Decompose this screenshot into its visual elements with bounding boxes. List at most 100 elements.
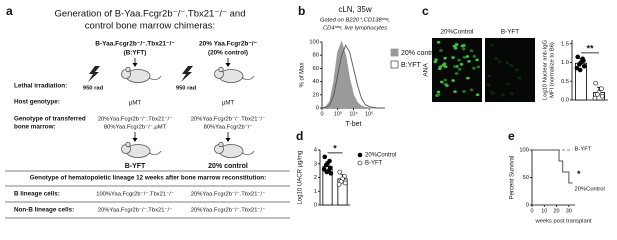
image-title: 20%Control	[441, 29, 474, 36]
table-header: Genotype of hematopoietic lineage 12 wee…	[30, 175, 267, 182]
column-subheader: (B:YFT)	[124, 50, 147, 57]
mouse-ear	[125, 141, 131, 148]
y-tick-label: 80	[313, 53, 319, 59]
cell	[445, 84, 449, 87]
series-label: B-YFT	[575, 147, 592, 153]
cell	[515, 68, 519, 72]
x-tick-label: 0	[530, 208, 533, 214]
data-point	[581, 63, 587, 69]
cell	[469, 49, 474, 53]
mouse-tail	[148, 75, 162, 80]
host-genotype: μMT	[129, 101, 141, 107]
histogram-curve	[321, 44, 385, 109]
cell	[459, 62, 464, 66]
data-point	[337, 169, 343, 175]
panel-label: d	[296, 129, 303, 143]
y-axis-label: MFI (normalize to B6)	[550, 42, 556, 98]
cell	[472, 66, 476, 70]
cell	[469, 88, 474, 92]
cell	[436, 93, 441, 97]
survival-curve	[532, 149, 573, 184]
chimera-name: B-YFT	[125, 163, 146, 170]
column-header: B-Yaa.Fcgr2b⁻/⁻.Tbx21⁻/⁻	[95, 41, 175, 48]
row-label: bone marrow:	[14, 124, 56, 131]
legend-label: 20% control	[401, 50, 438, 57]
lightning	[88, 66, 100, 82]
micrograph	[485, 38, 535, 102]
mouse-ear	[125, 66, 131, 73]
cell	[475, 58, 479, 62]
y-tick-label: 100	[519, 148, 529, 154]
data-point	[321, 166, 327, 172]
lightning	[181, 66, 193, 82]
cell	[439, 80, 444, 84]
y-axis-label: % of Max	[300, 62, 306, 87]
data-point	[599, 93, 605, 99]
cell	[487, 74, 492, 78]
non-b-lineage-genotype: 20%Yaa.Fcgr2b⁻/⁻.Tbx21⁻/⁻	[98, 208, 172, 214]
data-point	[336, 182, 342, 187]
data-point	[580, 56, 585, 62]
legend-marker	[357, 160, 363, 166]
table-row-label: Non-B lineage cells:	[14, 207, 74, 214]
column-header: 20% Yaa.Fcgr2b⁻/⁻	[199, 41, 258, 48]
cell	[465, 55, 470, 58]
cell	[457, 58, 461, 62]
image-row-label: ANA	[423, 63, 430, 77]
legend-marker	[357, 152, 363, 158]
b-lineage-genotype: 20%Yaa.Fcgr2b⁻/⁻.Tbx21⁻/⁻	[191, 192, 265, 198]
y-axis-label: Log10 Nuclear anti-IgG	[543, 40, 549, 100]
legend-label: B-YFT	[365, 161, 383, 167]
cell	[462, 90, 466, 93]
significance-label: *	[577, 169, 581, 179]
y-axis-label: Percent Survival	[510, 156, 516, 200]
panel-label: e	[508, 129, 515, 143]
non-b-lineage-genotype: 20%Yaa.Fcgr2b⁻/⁻.Tbx21⁻/⁻	[191, 208, 265, 214]
cell	[460, 44, 465, 48]
cell	[494, 57, 498, 61]
histogram-curve	[321, 40, 385, 109]
panel-label: b	[298, 4, 305, 18]
y-tick-label: 100	[309, 40, 319, 46]
cell	[505, 61, 510, 65]
table-row-label: B lineage cells:	[14, 191, 60, 198]
y-tick-label: 0	[526, 203, 529, 209]
data-point	[599, 86, 604, 92]
cell	[454, 72, 459, 75]
cell	[497, 60, 502, 64]
y-tick-label: 0	[316, 106, 319, 112]
x-tick-label: 20	[554, 208, 560, 214]
data-point	[592, 95, 598, 101]
cell	[451, 56, 455, 59]
x-tick-label: 10⁵	[365, 110, 373, 117]
b-lineage-genotype: 100%Yaa.Fcgr2b⁻/⁻.Tbx21⁻/⁻	[96, 192, 174, 198]
cell	[454, 43, 459, 47]
cell	[436, 40, 441, 44]
panel-label: c	[422, 4, 429, 18]
cell	[467, 59, 471, 63]
row-label: Host genotype:	[14, 99, 60, 106]
cell	[453, 90, 457, 93]
cell	[461, 47, 466, 51]
data-point	[593, 80, 599, 86]
cell	[491, 91, 496, 95]
y-tick-label: 4	[314, 148, 318, 154]
data-point	[328, 171, 334, 176]
column-subheader: (20% control)	[208, 50, 248, 57]
figure-title: Generation of B-Yaa.Fcgr2b⁻/⁻.Tbx21⁻/⁻ a…	[55, 9, 246, 20]
arrow-head	[225, 63, 231, 67]
chart-title: cLN, 35w	[338, 5, 372, 14]
arrow-head	[132, 63, 138, 67]
cell	[442, 62, 447, 66]
legend-swatch	[390, 48, 399, 57]
legend-swatch	[390, 60, 399, 69]
x-tick-label: 0	[320, 111, 323, 117]
row-label: Genotype of transferred	[14, 116, 86, 123]
mouse-tail	[241, 150, 255, 155]
dose-label: 950 rad	[176, 86, 197, 92]
cell	[472, 54, 477, 58]
cell	[489, 43, 494, 47]
y-tick-label: 60	[313, 66, 319, 72]
cell	[434, 58, 438, 62]
x-axis-label: T-bet	[346, 121, 362, 128]
